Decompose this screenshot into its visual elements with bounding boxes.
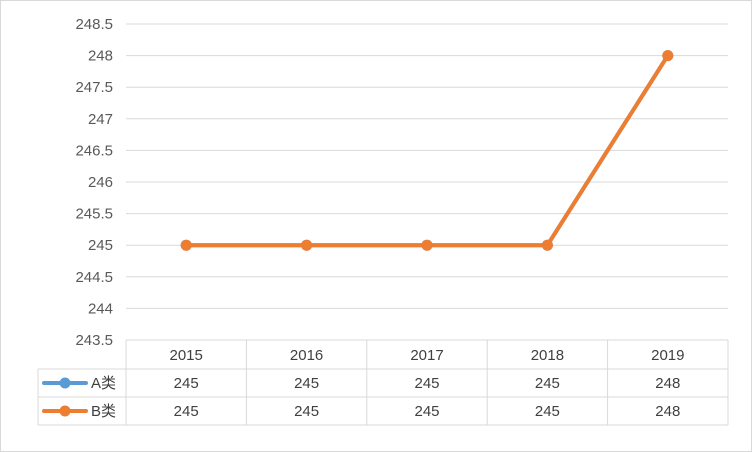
- data-point: [301, 239, 313, 251]
- table-value-cell: 248: [655, 403, 680, 420]
- y-tick-label: 246: [88, 174, 113, 191]
- table-value-cell: 248: [655, 375, 680, 392]
- table-value-cell: 245: [174, 403, 199, 420]
- x-category-label: 2016: [290, 347, 323, 364]
- y-tick-label: 248: [88, 48, 113, 65]
- data-point: [421, 239, 433, 251]
- x-category-label: 2015: [170, 347, 203, 364]
- y-tick-label: 243.5: [75, 332, 113, 349]
- table-value-cell: 245: [535, 403, 560, 420]
- y-tick-label: 246.5: [75, 142, 113, 159]
- data-table: 2015 2016 2017 2018 2019 A类 245 245 245 245 248 B类 2…: [37, 339, 729, 426]
- data-point: [180, 239, 192, 251]
- data-point: [662, 50, 674, 62]
- y-tick-label: 245.5: [75, 206, 113, 223]
- y-tick-label: 247.5: [75, 79, 113, 96]
- data-point: [541, 239, 553, 251]
- x-category-label: 2017: [410, 347, 443, 364]
- y-tick-label: 244: [88, 300, 113, 317]
- table-value-cell: 245: [414, 403, 439, 420]
- table-value-cell: 245: [535, 375, 560, 392]
- legend-series-name: A类: [91, 375, 116, 392]
- table-value-cell: 245: [174, 375, 199, 392]
- table-value-cell: 245: [294, 375, 319, 392]
- y-tick-label: 244.5: [75, 269, 113, 286]
- y-tick-label: 248.5: [75, 16, 113, 33]
- table-value-cell: 245: [294, 403, 319, 420]
- x-category-label: 2018: [531, 347, 564, 364]
- y-tick-label: 247: [88, 111, 113, 128]
- y-axis: 243.5 244 244.5 245 245.5 246 246.5 247 247.5 248…: [75, 16, 113, 349]
- series-lines: [180, 50, 674, 251]
- y-tick-label: 245: [88, 237, 113, 254]
- table-value-cell: 245: [414, 375, 439, 392]
- x-category-label: 2019: [651, 347, 684, 364]
- grid-lines: [126, 23, 728, 341]
- legend-key-marker: [59, 405, 71, 417]
- legend-key-marker: [59, 377, 71, 389]
- legend-series-name: B类: [91, 403, 116, 420]
